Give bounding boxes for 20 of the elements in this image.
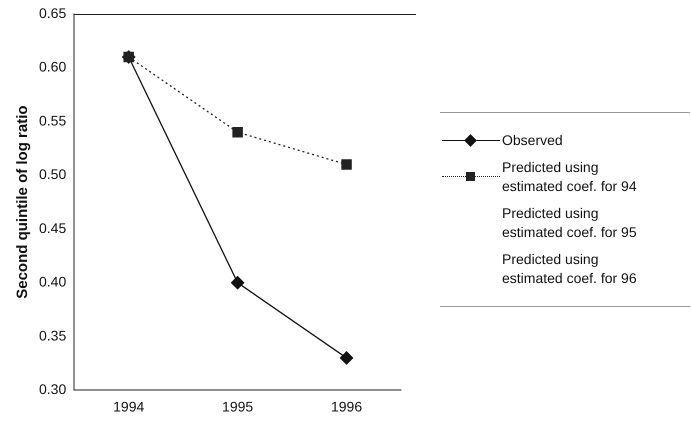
y-axis-title: Second quintile of log ratio: [14, 105, 32, 299]
legend-label: Observed: [502, 131, 563, 150]
y-tick-label: 0.35: [39, 327, 66, 344]
y-tick-label: 0.30: [39, 381, 66, 398]
y-tick-label: 0.45: [39, 220, 66, 236]
y-tick-label: 0.65: [39, 4, 66, 21]
point: [230, 276, 244, 290]
x-tick-label: 1994: [113, 398, 144, 414]
y-tick-label: 0.50: [39, 166, 66, 182]
point: [340, 351, 354, 365]
point: [232, 126, 243, 138]
x-tick-label: 1995: [222, 398, 254, 414]
text: Predicted using estimated coef. for 96: [502, 250, 638, 288]
y-tick-label: 0.40: [39, 274, 66, 290]
y-tick-label: 0.60: [39, 58, 66, 75]
point: [341, 159, 352, 170]
text: Predicted using estimated coef. for 95: [502, 204, 638, 242]
y-tick-label: 0.55: [39, 112, 66, 128]
legend-label: Predicted using estimated coef. for 94: [502, 158, 638, 196]
x-tick-label: 1996: [330, 398, 362, 414]
